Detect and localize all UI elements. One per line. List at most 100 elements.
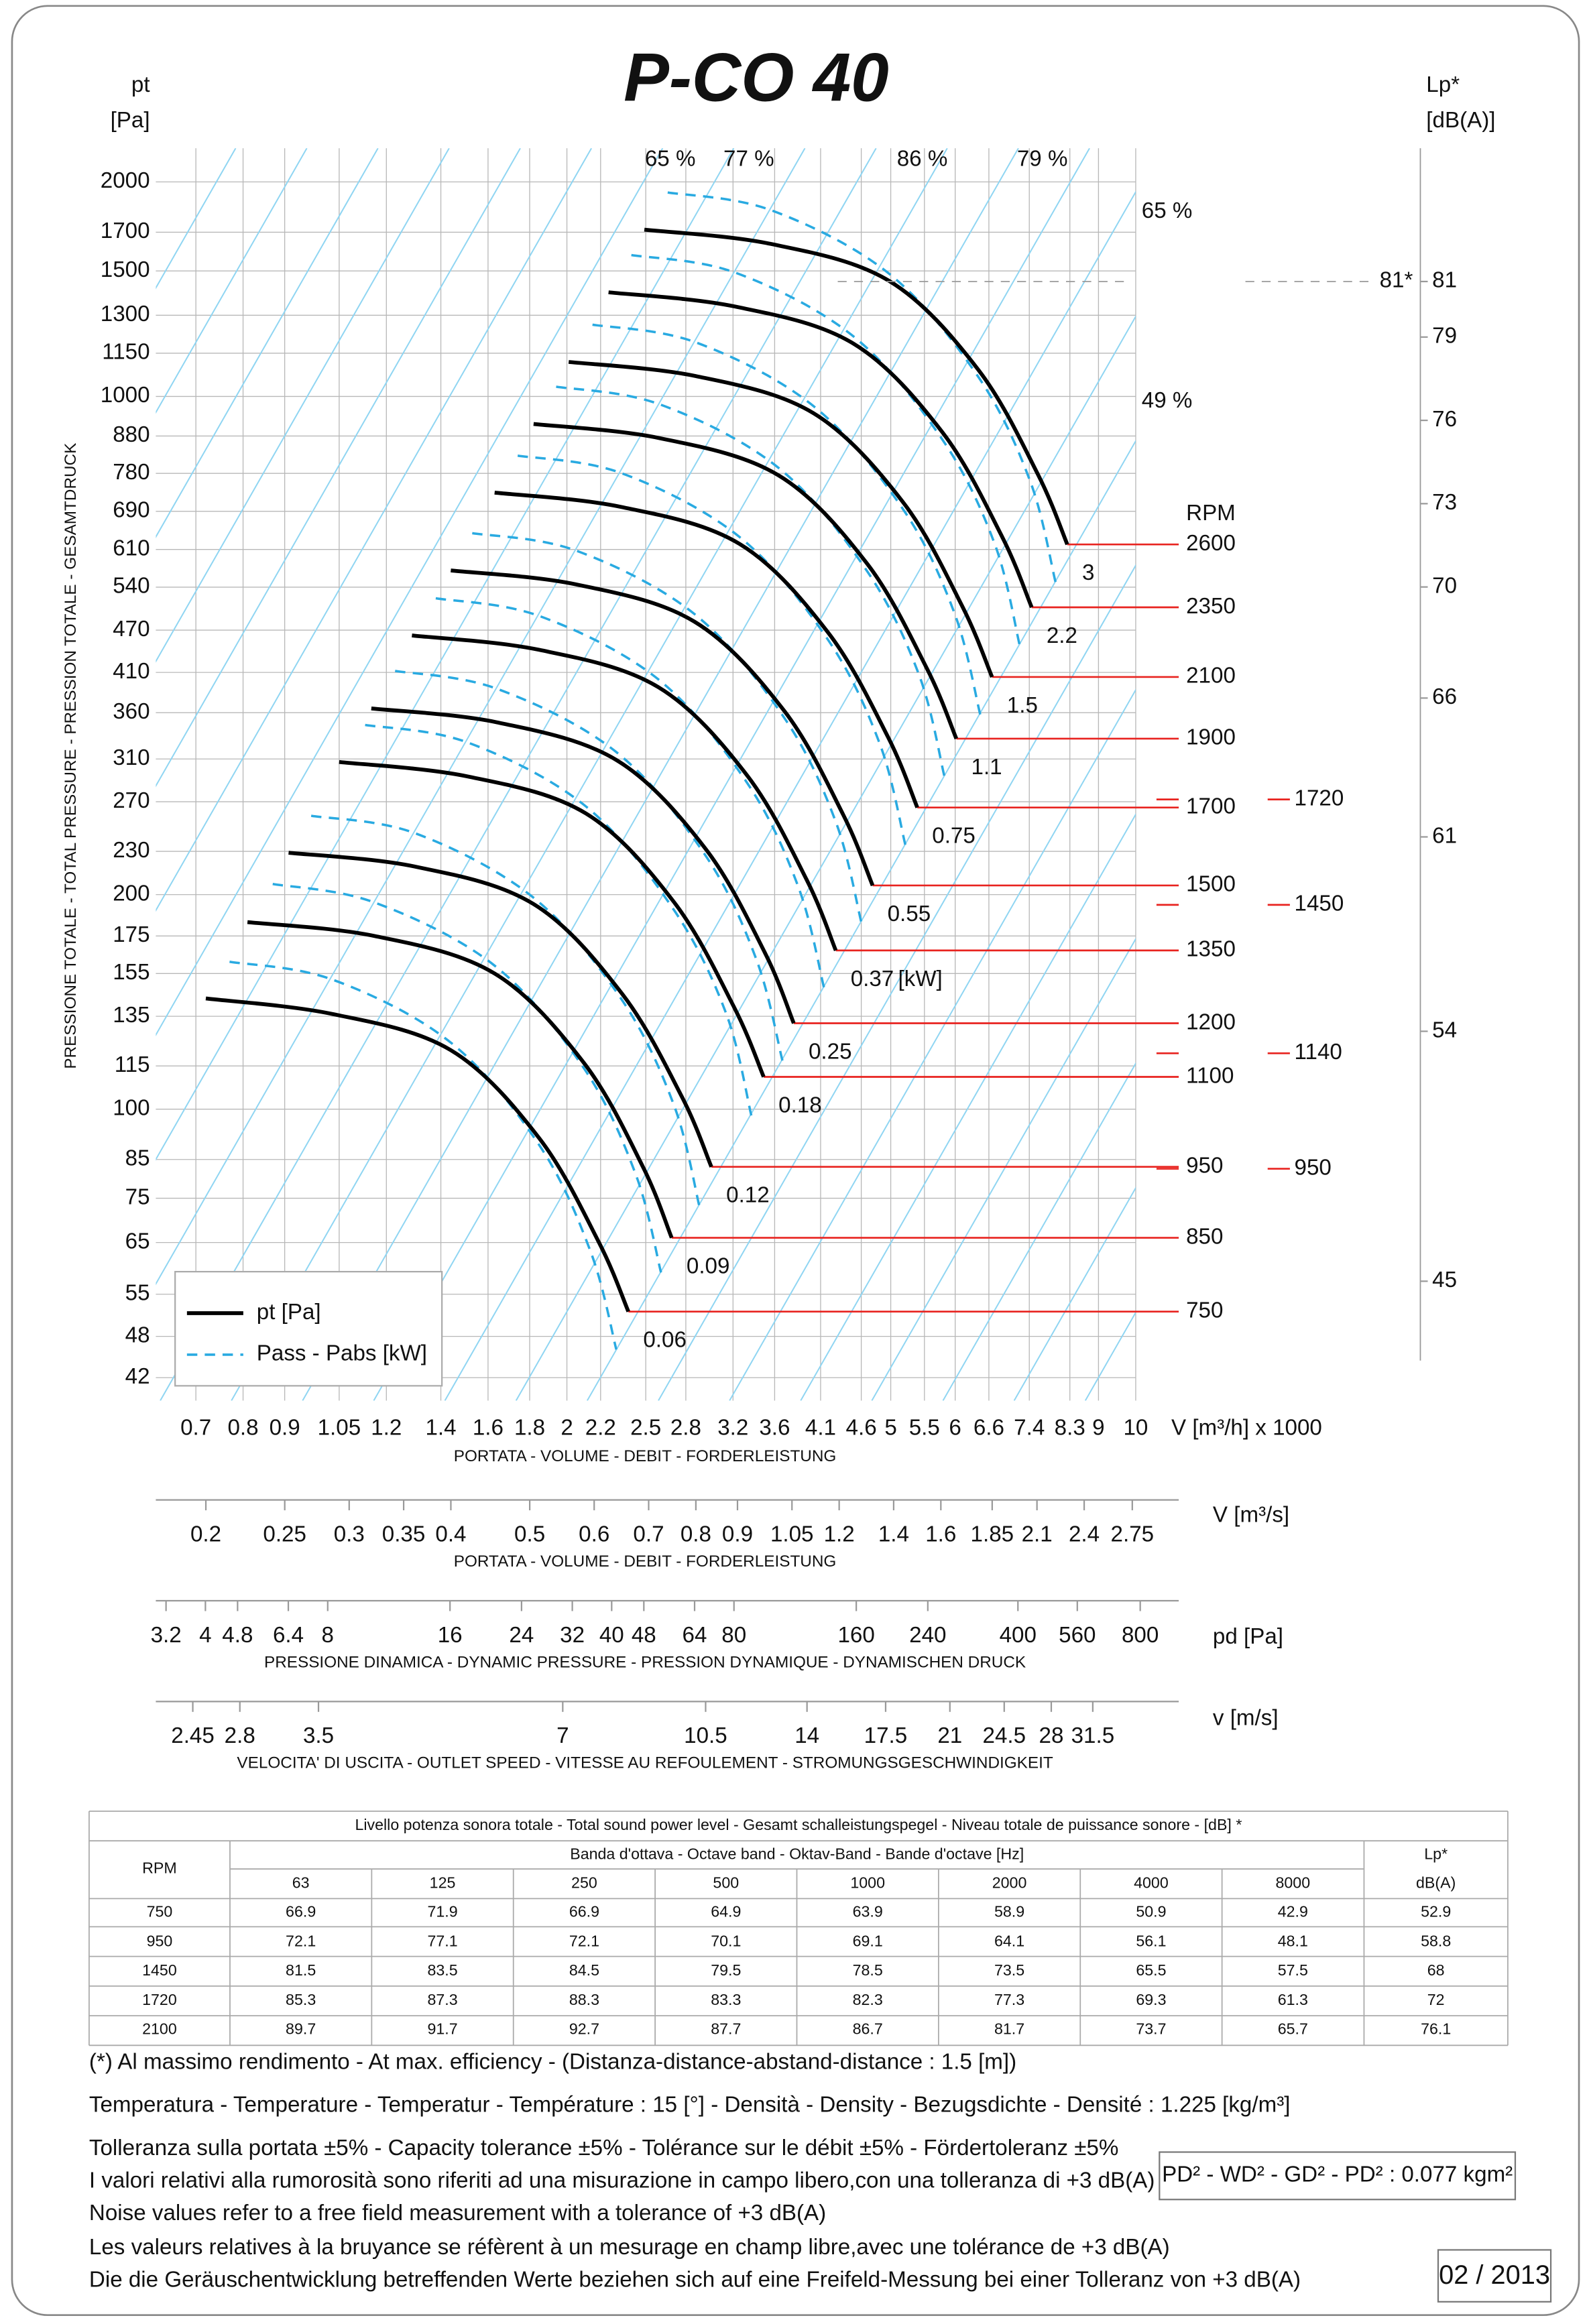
power-curve [394,670,784,1061]
table-cell: 56.1 [1136,1932,1166,1949]
secondary-tick-label: 1.05 [770,1522,814,1546]
table-cell: 87.3 [427,1991,457,2008]
x-tick-label: 2.8 [670,1415,701,1440]
rpm-label: 950 [1186,1153,1223,1178]
x-tick-label: 6 [949,1415,961,1440]
table-cell: 68 [1427,1961,1445,1979]
system-line [156,148,308,414]
pressure-curve [371,706,796,1024]
y2-tick-label: 45 [1432,1268,1457,1292]
x-tick-label: 4.6 [846,1415,877,1440]
efficiency-label: 77 % [723,147,774,172]
table-cell: 69.1 [853,1932,883,1949]
y-tick-label: 610 [113,536,150,560]
system-line [156,148,450,663]
table-band: 8000 [1276,1874,1311,1891]
x-tick-label: 5.5 [909,1415,940,1440]
efficiency-label: 65 % [1142,198,1193,223]
system-line [231,148,948,1401]
secondary-tick-label: 8 [322,1623,334,1648]
efficiency-label: 65 % [645,147,696,172]
note: Les valeurs relatives à la bruyance se r… [89,2235,1170,2260]
x-tick-label: 6.6 [974,1415,1004,1440]
y-tick-label: 1500 [101,257,150,282]
table-cell: 87.7 [711,2020,741,2038]
table-cell: 66.9 [569,1903,599,1920]
y-tick-label: 470 [113,617,150,641]
system-line [156,148,735,1161]
inertia-box [1159,2151,1517,2201]
table-cell: 58.8 [1421,1932,1451,1949]
rpm-label: 850 [1186,1224,1223,1249]
efficiency-label: 86 % [897,147,948,172]
table-cell: 70.1 [711,1932,741,1949]
table-cell: 84.5 [569,1961,599,1979]
table-cell: 64.1 [994,1932,1024,1949]
table-cell: 69.3 [1136,1991,1166,2008]
motor-power-label: 0.12 [726,1183,770,1208]
motor-power-label: 1.1 [971,755,1002,780]
page-border [11,5,1580,2317]
secondary-tick-label: 0.4 [435,1522,466,1546]
table-cell: 52.9 [1421,1903,1451,1920]
secondary-tick-label: 0.35 [382,1522,426,1546]
x-tick-label: 5 [884,1415,896,1440]
system-line [156,148,237,290]
table-cell: 57.5 [1278,1961,1308,1979]
secondary-axis-caption: PORTATA - VOLUME - DEBIT - FORDERLEISTUN… [454,1552,837,1571]
table-cell: 1720 [142,1991,177,2008]
x-tick-label: 7.4 [1014,1415,1045,1440]
table-cell: 78.5 [853,1961,883,1979]
date-box [1437,2249,1552,2303]
pressure-curve [288,851,713,1168]
table-cell: 89.7 [286,2020,316,2038]
efficiency-label: 79 % [1017,147,1068,172]
y2-tick-label: 73 [1432,490,1457,515]
inertia: PD² - WD² - GD² - PD² : 0.077 kgm² [1162,2162,1513,2187]
x-tick-label: 1.8 [514,1415,545,1440]
x-tick-label: 1.4 [425,1415,456,1440]
secondary-tick-label: 0.8 [681,1522,711,1546]
y-tick-label: 75 [125,1184,150,1209]
secondary-tick-label: 400 [1000,1623,1037,1648]
y2-label: Lp* [1426,72,1460,97]
rpm-title: RPM [1186,501,1236,526]
power-curve [556,385,946,777]
x-tick-label: 2 [561,1415,573,1440]
system-line [942,1062,1136,1401]
table-cell: 81.7 [994,2020,1024,2038]
note: I valori relativi alla rumorosità sono r… [89,2168,1155,2193]
rpm-label: 750 [1186,1298,1223,1323]
x-tick-label: 1.2 [371,1415,402,1440]
x-tick-label: 10 [1124,1415,1148,1440]
y-label: pt [131,72,150,97]
secondary-tick-label: 7 [556,1723,569,1748]
y2-tick-label: 54 [1432,1018,1457,1042]
table-cell: 65.7 [1278,2020,1308,2038]
table-cell: 91.7 [427,2020,457,2038]
secondary-tick-label: 4.8 [222,1623,253,1648]
system-line [1084,1310,1136,1401]
y2-tick-label: 66 [1432,684,1457,709]
y-tick-label: 780 [113,460,150,485]
table-cell: 63.9 [853,1903,883,1920]
table-cell: 50.9 [1136,1903,1166,1920]
secondary-tick-label: 2.1 [1022,1522,1053,1546]
rpm-label: 2350 [1186,594,1236,619]
system-line [729,688,1136,1401]
table-cell: 73.7 [1136,2020,1166,2038]
y-tick-label: 1150 [102,340,150,365]
x-tick-label: 2.2 [585,1415,616,1440]
y-tick-label: 1300 [101,302,150,326]
y2-tick-label: 79 [1432,324,1457,349]
rpm-mark-label: 1140 [1295,1040,1342,1064]
legend-label: pt [Pa] [257,1300,321,1325]
system-line [156,148,521,788]
secondary-tick-label: 10.5 [684,1723,727,1748]
y-tick-label: 175 [113,922,150,947]
table-band: 4000 [1134,1874,1169,1891]
secondary-tick-label: 240 [909,1623,946,1648]
pressure-curve [247,920,674,1239]
pressure-curve [205,996,630,1312]
